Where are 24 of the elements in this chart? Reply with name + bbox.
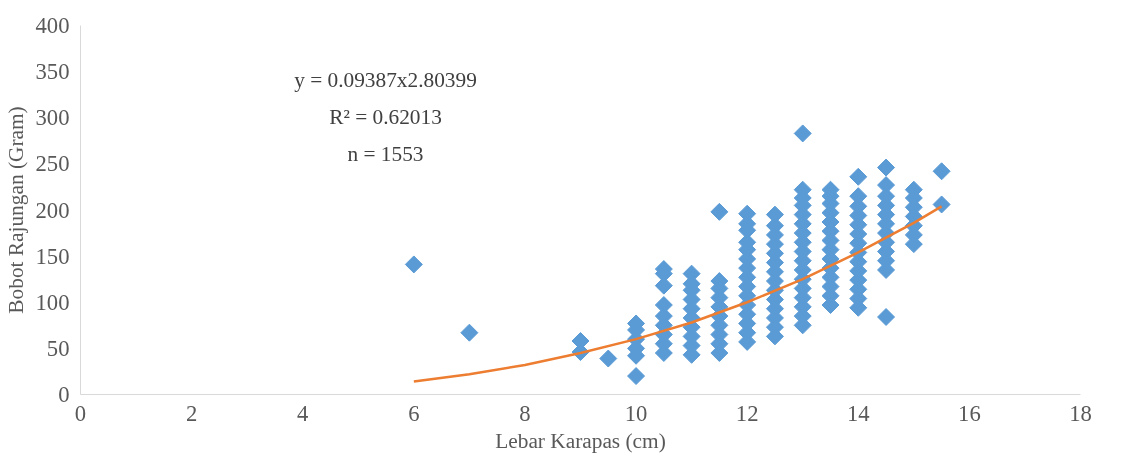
x-tick-label: 12 xyxy=(735,400,759,426)
y-tick-label: 100 xyxy=(35,289,70,315)
y-tick-label: 250 xyxy=(35,151,70,177)
x-tick-label: 10 xyxy=(624,400,648,426)
y-tick-label: 350 xyxy=(35,59,70,85)
annotation: y = 0.09387x2.80399 xyxy=(294,67,477,92)
annotation: R² = 0.62013 xyxy=(329,104,442,129)
x-tick-label: 6 xyxy=(408,400,420,426)
x-tick-label: 16 xyxy=(958,400,981,426)
x-tick-label: 14 xyxy=(846,400,870,426)
x-tick-label: 4 xyxy=(297,400,309,426)
x-tick-label: 2 xyxy=(185,400,198,426)
y-tick-label: 150 xyxy=(35,243,70,269)
y-tick-label: 400 xyxy=(35,13,70,38)
y-axis-title: Bobot Rajungan (Gram) xyxy=(3,106,28,314)
annotation: n = 1553 xyxy=(347,141,424,166)
y-tick-label: 200 xyxy=(35,197,70,223)
y-tick-label: 50 xyxy=(46,335,70,361)
y-tick-label: 300 xyxy=(35,105,70,131)
x-tick-label: 0 xyxy=(74,400,87,426)
y-tick-label: 0 xyxy=(58,382,70,407)
x-axis-title: Lebar Karapas (cm) xyxy=(495,428,666,453)
x-tick-label: 8 xyxy=(519,400,531,426)
x-tick-label: 18 xyxy=(1069,400,1092,426)
